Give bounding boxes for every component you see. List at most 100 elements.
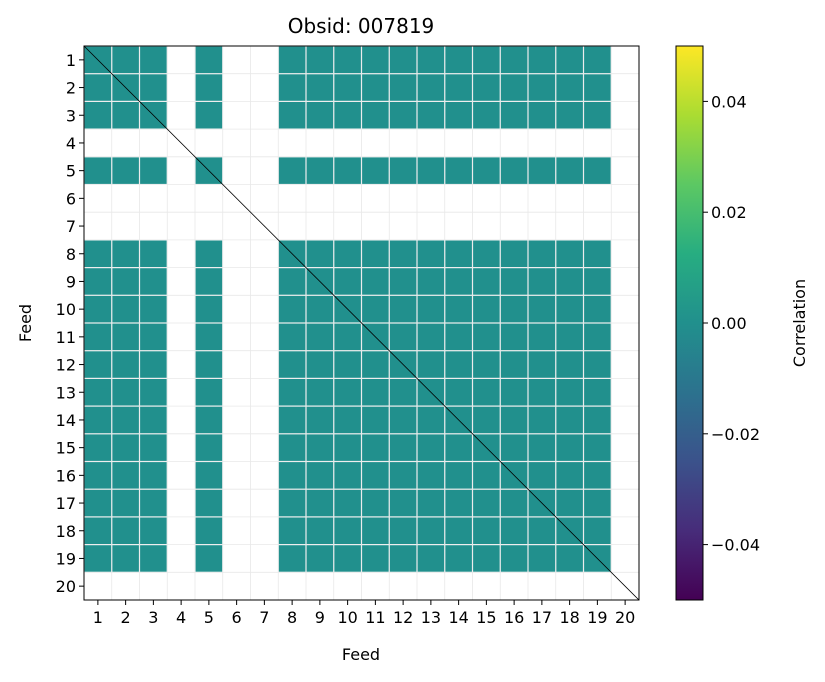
heatmap-cell [389,379,417,406]
heatmap-cell [195,268,223,295]
heatmap-cell [195,517,223,544]
x-tick-label: 9 [315,608,325,627]
heatmap-cell [84,379,112,406]
heatmap-cell [445,489,472,517]
heatmap-cell [112,406,139,434]
heatmap-cell [195,351,223,378]
heatmap-cell [473,74,500,101]
y-tick-label: 18 [56,522,76,541]
heatmap-cell [445,462,472,489]
heatmap-cell [445,379,472,406]
heatmap-cell [417,351,445,378]
heatmap-cell [500,517,528,544]
x-tick-label: 20 [615,608,635,627]
heatmap-cell [362,489,389,517]
heatmap-cell [473,351,500,378]
heatmap-cell [556,74,583,101]
heatmap-cell [584,295,611,323]
heatmap-cell [473,489,500,517]
heatmap-cell [528,406,556,434]
heatmap-cell [195,74,223,101]
x-tick-label: 16 [504,608,524,627]
heatmap-cell [584,74,611,101]
heatmap-cell [306,462,334,489]
heatmap-cell [362,46,389,74]
heatmap-cell [306,545,334,572]
heatmap-cell [556,46,583,74]
heatmap-cell [334,157,361,184]
heatmap-cell [389,268,417,295]
heatmap-cell [417,406,445,434]
y-tick-label: 4 [66,134,76,153]
heatmap-cell [306,517,334,544]
heatmap-cell [362,462,389,489]
heatmap-cell [278,157,306,184]
heatmap-cell [306,489,334,517]
heatmap-cell [584,517,611,544]
heatmap-cell [112,323,139,351]
y-tick-label: 20 [56,577,76,596]
x-tick-label: 12 [393,608,413,627]
heatmap-cell [417,489,445,517]
x-tick-label: 15 [476,608,496,627]
heatmap-cell [584,351,611,378]
heatmap-cell [334,102,361,129]
heatmap-cell [195,46,223,74]
colorbar-ticks: −0.04 −0.02 0.00 0.02 0.04 [703,92,760,555]
heatmap-cell [445,351,472,378]
x-tick-label: 11 [365,608,385,627]
x-tick-label: 18 [559,608,579,627]
heatmap-cell [473,268,500,295]
heatmap-cell [140,351,167,378]
heatmap-cell [195,545,223,572]
heatmap-cell [389,323,417,351]
heatmap-cell [278,46,306,74]
heatmap-cell [473,295,500,323]
colorbar-label: Correlation [790,279,809,367]
heatmap-cell [445,517,472,544]
heatmap-cell [584,406,611,434]
heatmap-cell [84,545,112,572]
y-tick-label: 7 [66,217,76,236]
heatmap-cell [278,517,306,544]
heatmap-cell [195,434,223,461]
heatmap-cell [306,74,334,101]
heatmap-cell [84,74,112,101]
x-tick-label: 10 [337,608,357,627]
plot-frame [83,45,640,601]
colorbar-tick-label: −0.04 [711,536,760,555]
heatmap-cell [278,102,306,129]
heatmap-cell [195,462,223,489]
heatmap-cell [334,323,361,351]
heatmap-cell [306,434,334,461]
heatmap-cell [556,295,583,323]
heatmap-cell [389,240,417,267]
heatmap-cell [140,295,167,323]
heatmap-cell [306,240,334,267]
heatmap-cell [473,406,500,434]
heatmap-cell [140,434,167,461]
heatmap-cell [500,46,528,74]
x-tick-label: 13 [421,608,441,627]
heatmap-cell [417,434,445,461]
heatmap-cell [112,268,139,295]
heatmap-cell [140,323,167,351]
heatmap-cell [473,46,500,74]
heatmap-cell [140,517,167,544]
heatmap-cell [500,268,528,295]
heatmap-cell [278,379,306,406]
heatmap-cell [528,379,556,406]
heatmap-cell [528,102,556,129]
heatmap-cell [362,517,389,544]
heatmap-cell [84,351,112,378]
heatmap-cell [584,157,611,184]
heatmap-cell [140,489,167,517]
heatmap-cell [362,351,389,378]
heatmap-cell [84,240,112,267]
heatmap-cell [306,351,334,378]
heatmap-cell [500,545,528,572]
heatmap-cell [84,434,112,461]
heatmap-cell [417,102,445,129]
heatmap-cell [584,462,611,489]
